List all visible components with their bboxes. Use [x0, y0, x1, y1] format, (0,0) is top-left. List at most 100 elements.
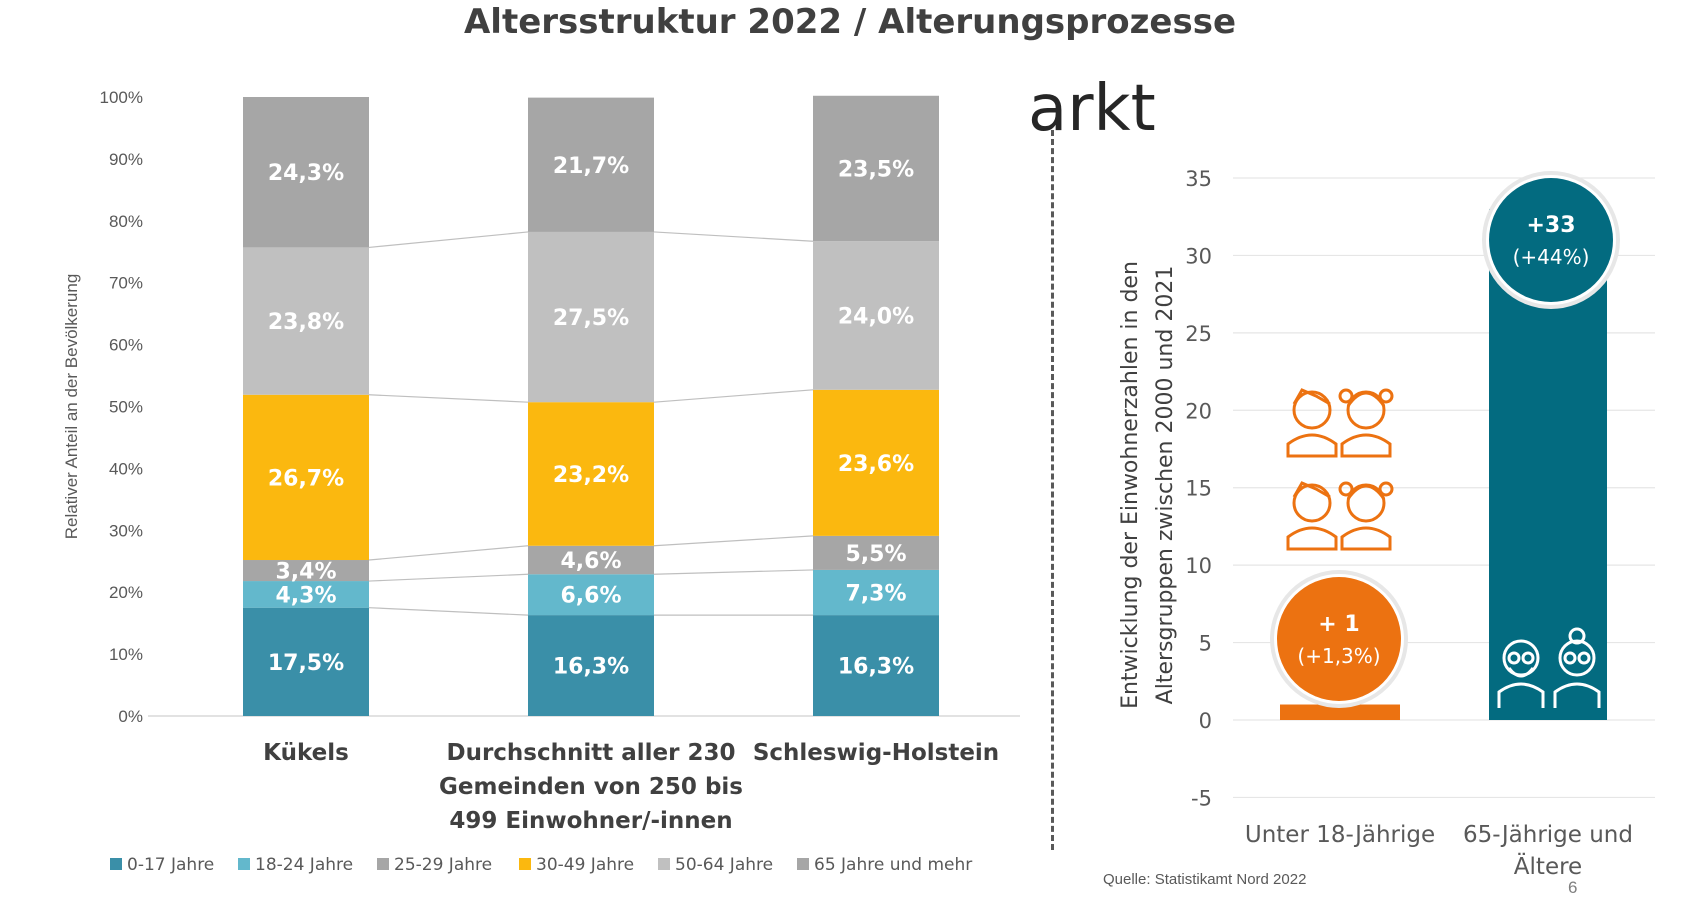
series-connector	[368, 607, 529, 616]
bar-segment	[813, 241, 939, 390]
series-connector	[653, 569, 814, 575]
bar-segment	[528, 615, 654, 716]
y-tick-label: 15	[1185, 477, 1212, 501]
y-tick-label: 5	[1199, 632, 1212, 656]
value-label: +33	[1526, 213, 1575, 238]
legend-swatch	[110, 858, 122, 870]
residual-heading-text: arkt	[1028, 72, 1156, 146]
bar-segment	[813, 535, 939, 570]
data-label: 23,2%	[553, 463, 629, 488]
page-number: 6	[1568, 878, 1578, 897]
data-label: 6,6%	[560, 584, 621, 609]
y-tick-label: 20	[1185, 399, 1212, 423]
series-connector	[653, 231, 814, 242]
category-label: Schleswig-Holstein	[753, 740, 999, 766]
percent-label: (+1,3%)	[1297, 644, 1380, 668]
boy-icon	[1286, 481, 1338, 551]
page-title: Altersstruktur 2022 / Alterungsprozesse	[463, 2, 1237, 42]
category-label: Kükels	[263, 740, 349, 766]
y-tick-label: 90%	[109, 150, 143, 169]
bar-segment	[813, 569, 939, 616]
percent-label: (+44%)	[1513, 245, 1590, 269]
y-tick-label: 10%	[109, 645, 143, 664]
series-connector	[368, 545, 529, 561]
data-label: 7,3%	[845, 582, 906, 607]
bar-segment	[243, 581, 369, 608]
data-label: 27,5%	[553, 306, 629, 331]
series-connector	[653, 389, 814, 403]
category-label: Durchschnitt aller 230	[446, 740, 735, 766]
y-tick-label: 50%	[109, 398, 143, 417]
legend-swatch	[238, 858, 250, 870]
bar-segment	[243, 560, 369, 582]
series-connector	[368, 231, 529, 249]
y-axis-title: Entwicklung der Einwohnerzahlen in den	[1118, 261, 1143, 709]
bar-segment	[243, 394, 369, 561]
legend-swatch	[797, 858, 809, 870]
value-bubble	[1277, 577, 1401, 701]
bar-segment	[813, 389, 939, 536]
bar-segment	[528, 402, 654, 546]
bar	[1280, 704, 1400, 720]
seniors-icon	[1497, 627, 1601, 708]
category-label: 499 Einwohner/-innen	[449, 808, 732, 834]
data-label: 3,4%	[275, 560, 336, 585]
legend-entry: 30-49 Jahre	[536, 855, 634, 875]
y-tick-label: 0%	[118, 707, 143, 726]
category-label: Gemeinden von 250 bis	[439, 774, 743, 800]
data-label: 26,7%	[268, 466, 344, 491]
y-tick-label: 0	[1199, 709, 1212, 733]
data-label: 4,6%	[560, 549, 621, 574]
data-label: 17,5%	[268, 651, 344, 676]
data-label: 4,3%	[275, 583, 336, 608]
bar-segment	[528, 574, 654, 616]
category-label: Unter 18-Jährige	[1245, 822, 1435, 848]
bar-segment	[813, 95, 939, 242]
y-tick-label: 20%	[109, 583, 143, 602]
divider	[1051, 130, 1054, 850]
y-tick-label: 25	[1185, 322, 1212, 346]
data-label: 21,7%	[553, 154, 629, 179]
bar-segment	[528, 97, 654, 232]
series-connector	[368, 394, 529, 403]
y-tick-label: 100%	[100, 88, 143, 107]
y-tick-label: 10	[1185, 554, 1212, 578]
y-tick-label: 35	[1185, 167, 1212, 191]
data-label: 23,8%	[268, 310, 344, 335]
data-label: 16,3%	[838, 655, 914, 680]
data-label: 24,0%	[838, 305, 914, 330]
legend-entry: 50-64 Jahre	[675, 855, 773, 875]
category-label: 65-Jährige und	[1463, 822, 1633, 848]
legend-swatch	[519, 858, 531, 870]
residual-heading: arkt	[1028, 72, 1188, 152]
girl-icon	[1338, 388, 1394, 458]
data-label: 16,3%	[553, 655, 629, 680]
data-label: 23,5%	[838, 157, 914, 182]
bar-segment	[243, 607, 369, 716]
y-tick-label: 30%	[109, 521, 143, 540]
elderly-woman-icon	[1553, 627, 1601, 708]
y-tick-label: 40%	[109, 459, 143, 478]
y-tick-label: 30	[1185, 244, 1212, 268]
bar-segment	[528, 545, 654, 575]
bar-segment	[813, 615, 939, 716]
bar-segment	[528, 231, 654, 403]
legend-entry: 65 Jahre und mehr	[814, 855, 972, 875]
y-tick-label: -5	[1191, 786, 1212, 810]
legend-swatch	[658, 858, 670, 870]
value-bubble	[1489, 178, 1613, 302]
y-axis-title: Altersgruppen zwischen 2000 und 2021	[1153, 266, 1178, 705]
bar-segment	[243, 247, 369, 395]
value-label: + 1	[1318, 612, 1359, 637]
data-label: 5,5%	[845, 542, 906, 567]
elderly-man-icon	[1497, 639, 1545, 708]
series-connector	[368, 573, 529, 582]
series-connector	[653, 535, 814, 547]
source-note: Quelle: Statistikamt Nord 2022	[1103, 871, 1307, 888]
children-icons	[1286, 388, 1394, 551]
girl-icon	[1338, 481, 1394, 551]
legend-swatch	[377, 858, 389, 870]
y-tick-label: 60%	[109, 336, 143, 355]
